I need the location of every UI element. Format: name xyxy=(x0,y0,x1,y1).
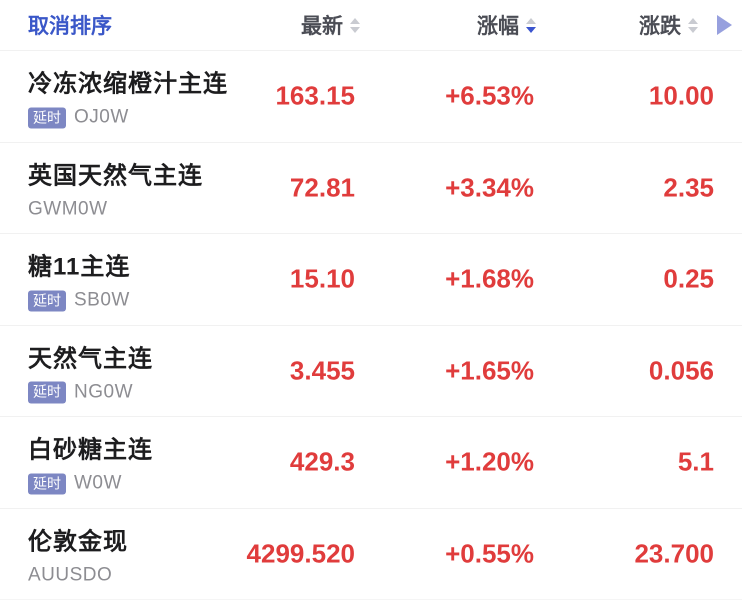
sort-arrows-icon xyxy=(350,17,360,33)
quote-row[interactable]: 伦敦金现 AUUSDO 4299.520 +0.55% 23.700 xyxy=(0,508,742,600)
instrument-info: 糖11主连 延时 SB0W xyxy=(28,247,130,312)
instrument-info: 白砂糖主连 延时 W0W xyxy=(28,430,153,495)
quote-row[interactable]: 英国天然气主连 GWM0W 72.81 +3.34% 2.35 xyxy=(0,142,742,234)
instrument-name: 糖11主连 xyxy=(28,253,131,281)
last-price: 163.15 xyxy=(275,80,355,111)
quote-row[interactable]: 白砂糖主连 延时 W0W 429.3 +1.20% 5.1 xyxy=(0,417,742,509)
change-value: 5.1 xyxy=(677,446,714,477)
instrument-info: 冷冻浓缩橙汁主连 延时 OJ0W xyxy=(28,64,228,129)
last-price: 3.455 xyxy=(289,355,355,386)
column-header-change-percent[interactable]: 涨幅 xyxy=(477,10,536,40)
instrument-name: 白砂糖主连 xyxy=(28,436,153,464)
instrument-code: OJ0W xyxy=(74,106,129,128)
column-header-change-label: 涨跌 xyxy=(639,15,681,38)
instrument-subline: 延时 OJ0W xyxy=(28,107,228,129)
delayed-badge: 延时 xyxy=(28,107,66,129)
instrument-code: W0W xyxy=(74,472,122,494)
instrument-name: 英国天然气主连 xyxy=(28,162,203,190)
change-percent: +0.55% xyxy=(445,538,534,569)
instrument-subline: 延时 NG0W xyxy=(28,381,153,403)
column-header-last[interactable]: 最新 xyxy=(301,10,360,40)
last-price: 15.10 xyxy=(289,263,355,294)
last-price: 429.3 xyxy=(289,446,355,477)
delayed-badge: 延时 xyxy=(28,381,66,403)
instrument-code: GWM0W xyxy=(28,198,108,220)
sort-arrows-icon xyxy=(688,17,698,33)
instrument-name: 冷冻浓缩橙汁主连 xyxy=(28,70,228,98)
change-value: 0.25 xyxy=(663,263,714,294)
instrument-name: 天然气主连 xyxy=(28,345,153,373)
instrument-subline: 延时 SB0W xyxy=(28,290,130,312)
cancel-sort-button[interactable]: 取消排序 xyxy=(28,10,112,40)
delayed-badge: 延时 xyxy=(28,290,66,312)
last-price: 72.81 xyxy=(289,172,355,203)
quote-row[interactable]: 冷冻浓缩橙汁主连 延时 OJ0W 163.15 +6.53% 10.00 xyxy=(0,51,742,143)
instrument-info: 天然气主连 延时 NG0W xyxy=(28,338,153,403)
instrument-info: 英国天然气主连 GWM0W xyxy=(28,155,203,220)
instrument-code: NG0W xyxy=(74,381,133,403)
sort-arrows-icon xyxy=(526,17,536,33)
column-header-change[interactable]: 涨跌 xyxy=(639,10,698,40)
change-value: 10.00 xyxy=(648,80,714,111)
expand-columns-icon[interactable] xyxy=(717,15,732,35)
change-value: 2.35 xyxy=(663,172,714,203)
instrument-subline: 延时 W0W xyxy=(28,473,153,495)
instrument-subline: GWM0W xyxy=(28,198,203,220)
change-value: 0.056 xyxy=(648,355,714,386)
instrument-info: 伦敦金现 AUUSDO xyxy=(28,521,128,586)
change-percent: +6.53% xyxy=(445,80,534,111)
column-header-change-percent-label: 涨幅 xyxy=(477,15,519,38)
quote-row[interactable]: 糖11主连 延时 SB0W 15.10 +1.68% 0.25 xyxy=(0,234,742,326)
instrument-subline: AUUSDO xyxy=(28,564,128,586)
instrument-code: AUUSDO xyxy=(28,564,113,586)
quote-row[interactable]: 天然气主连 延时 NG0W 3.455 +1.65% 0.056 xyxy=(0,325,742,417)
change-percent: +1.68% xyxy=(445,263,534,294)
quote-list: 冷冻浓缩橙汁主连 延时 OJ0W 163.15 +6.53% 10.00 英国天… xyxy=(0,51,742,600)
instrument-name: 伦敦金现 xyxy=(28,528,128,556)
instrument-code: SB0W xyxy=(74,289,130,311)
column-header-last-label: 最新 xyxy=(301,15,343,38)
delayed-badge: 延时 xyxy=(28,473,66,495)
last-price: 4299.520 xyxy=(246,538,355,569)
change-value: 23.700 xyxy=(634,538,714,569)
change-percent: +1.20% xyxy=(445,446,534,477)
change-percent: +3.34% xyxy=(445,172,534,203)
change-percent: +1.65% xyxy=(445,355,534,386)
table-header: 取消排序 最新 涨幅 涨跌 xyxy=(0,0,742,51)
